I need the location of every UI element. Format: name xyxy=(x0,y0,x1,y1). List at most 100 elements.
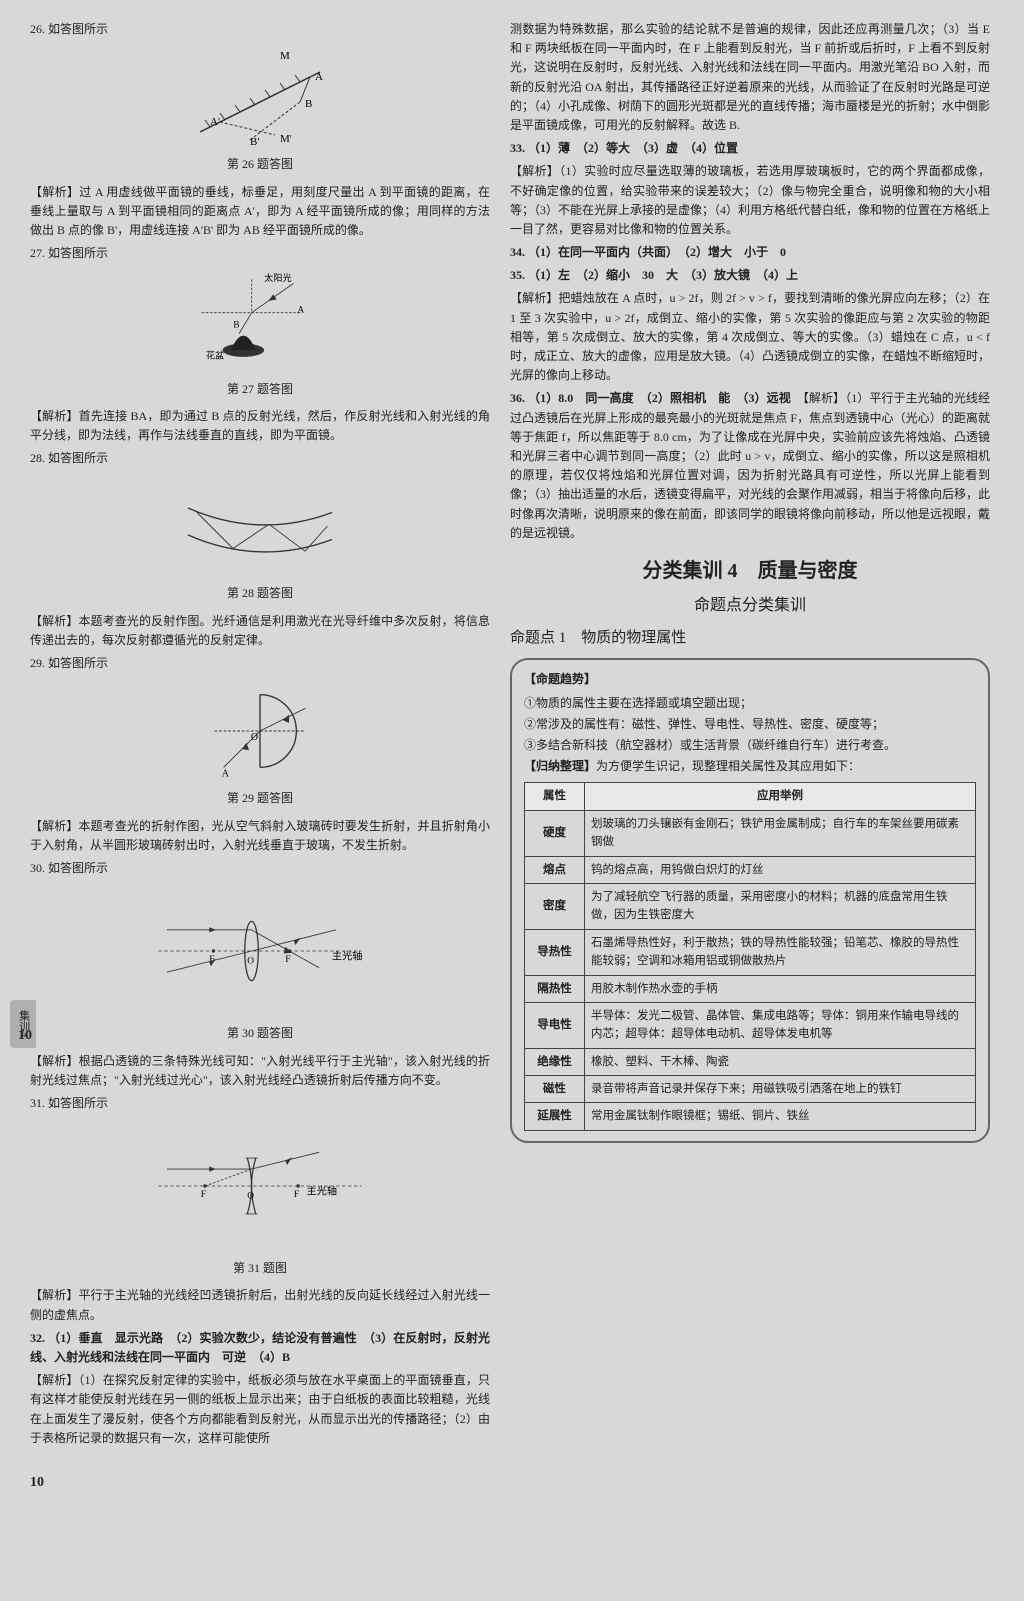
right-column: 测数据为特殊数据，那么实验的结论就不是普遍的规律，因此还应再测量几次；（3）当 … xyxy=(510,20,990,1452)
q28-svg xyxy=(170,476,350,576)
side-page-number: 10 xyxy=(18,1025,32,1047)
q36-title: 36. （1）8.0 同一高度 （2）照相机 能 （3）远视 【解析】（1）平行… xyxy=(510,389,990,543)
q26-title: 26. 如答图所示 xyxy=(30,20,490,39)
table-header-row: 属性 应用举例 xyxy=(525,783,976,810)
svg-text:B: B xyxy=(233,320,239,330)
svg-text:O: O xyxy=(247,957,254,967)
svg-text:O: O xyxy=(247,1192,254,1202)
q33-title: 33. （1）薄 （2）等大 （3）虚 （4）位置 xyxy=(510,139,990,158)
svg-text:F: F xyxy=(294,1190,299,1200)
q29-title: 29. 如答图所示 xyxy=(30,654,490,673)
table-row: 隔热性用胶木制作热水壶的手柄 xyxy=(525,975,976,1002)
q31-analysis: 【解析】平行于主光轴的光线经凹透镜折射后，出射光线的反向延长线经过入射光线一侧的… xyxy=(30,1286,490,1324)
header-attr: 属性 xyxy=(525,783,585,810)
table-row: 密度为了减轻航空飞行器的质量，采用密度小的材料；机器的底盘常用生铁做，因为生铁密… xyxy=(525,883,976,929)
trend-item: ①物质的属性主要在选择题或填空题出现； xyxy=(524,694,976,713)
analysis-label: 【解析】 xyxy=(803,391,845,405)
svg-text:M: M xyxy=(280,50,290,62)
q31-figure: F F O 主光轴 第 31 题图 xyxy=(30,1121,490,1278)
header-example: 应用举例 xyxy=(585,783,976,810)
q29-analysis: 【解析】本题考查光的折射作图，光从空气斜射入玻璃砖时要发生折射，并且折射角小于入… xyxy=(30,817,490,855)
trend-item: ②常涉及的属性有：磁性、弹性、导电性、导热性、密度、硬度等； xyxy=(524,715,976,734)
svg-text:太阳光: 太阳光 xyxy=(264,272,291,283)
analysis-text: （1）平行于主光轴的光线经过凸透镜后在光屏上形成的最亮最小的光斑就是焦点 F，焦… xyxy=(510,391,990,539)
section-sub-title: 命题点分类集训 xyxy=(510,593,990,619)
analysis-text: 本题考查光的折射作图，光从空气斜射入玻璃砖时要发生折射，并且折射角小于入射角，从… xyxy=(30,819,490,852)
table-body: 硬度划玻璃的刀头镶嵌有金刚石；铁铲用金属制成；自行车的车架丝要用碳素钢做熔点钨的… xyxy=(525,810,976,1130)
svg-text:B': B' xyxy=(250,136,259,147)
q28-title: 28. 如答图所示 xyxy=(30,449,490,468)
attr-cell: 导热性 xyxy=(525,929,585,975)
page-container: 26. 如答图所示 M A B A' M' B' xyxy=(30,20,994,1452)
svg-text:A: A xyxy=(222,769,230,780)
q32-analysis: 【解析】（1）在探究反射定律的实验中，纸板必须与放在水平桌面上的平面镜垂直，只有… xyxy=(30,1371,490,1448)
svg-text:主光轴: 主光轴 xyxy=(307,1185,337,1198)
svg-text:A': A' xyxy=(210,116,220,128)
table-row: 熔点钨的熔点高，用钨做白炽灯的灯丝 xyxy=(525,856,976,883)
table-row: 绝缘性橡胶、塑料、干木棒、陶瓷 xyxy=(525,1048,976,1075)
table-row: 延展性常用金属钛制作眼镜框；锡纸、铜片、铁丝 xyxy=(525,1103,976,1130)
q31-svg: F F O 主光轴 xyxy=(150,1121,370,1251)
analysis-label: 【解析】 xyxy=(510,164,559,178)
analysis-text: （1）在探究反射定律的实验中，纸板必须与放在水平桌面上的平面镜垂直，只有这样才能… xyxy=(30,1373,490,1445)
summary-label: 【归纳整理】为方便学生识记，现整理相关属性及其应用如下： xyxy=(524,757,976,776)
q34-title: 34. （1）在同一平面内（共面） （2）增大 小于 0 xyxy=(510,243,990,262)
svg-text:主光轴: 主光轴 xyxy=(332,950,362,963)
q29-caption: 第 29 题答图 xyxy=(30,789,490,808)
q33-analysis: 【解析】（1）实验时应尽量选取薄的玻璃板，若选用厚玻璃板时，它的两个界面都成像，… xyxy=(510,162,990,239)
q30-title: 30. 如答图所示 xyxy=(30,859,490,878)
svg-text:M': M' xyxy=(280,133,292,145)
example-cell: 划玻璃的刀头镶嵌有金刚石；铁铲用金属制成；自行车的车架丝要用碳素钢做 xyxy=(585,810,976,856)
table-row: 硬度划玻璃的刀头镶嵌有金刚石；铁铲用金属制成；自行车的车架丝要用碳素钢做 xyxy=(525,810,976,856)
q29-figure: O A 第 29 题答图 xyxy=(30,681,490,808)
q27-caption: 第 27 题答图 xyxy=(30,380,490,399)
attr-cell: 绝缘性 xyxy=(525,1048,585,1075)
analysis-label: 【解析】 xyxy=(30,1288,78,1302)
analysis-label: 【解析】 xyxy=(30,409,79,423)
example-cell: 录音带将声音记录并保存下来；用磁铁吸引洒落在地上的铁钉 xyxy=(585,1076,976,1103)
svg-text:O: O xyxy=(251,732,258,743)
svg-text:B: B xyxy=(305,98,312,110)
analysis-label: 【解析】 xyxy=(510,291,558,305)
analysis-label: 【解析】 xyxy=(30,1373,78,1387)
section-main-title: 分类集训 4 质量与密度 xyxy=(510,555,990,587)
left-column: 26. 如答图所示 M A B A' M' B' xyxy=(30,20,490,1452)
topic-title: 命题点 1 物质的物理属性 xyxy=(510,626,990,650)
example-cell: 为了减轻航空飞行器的质量，采用密度小的材料；机器的底盘常用生铁做，因为生铁密度大 xyxy=(585,883,976,929)
q35-analysis: 【解析】把蜡烛放在 A 点时，u > 2f，则 2f > v > f，要找到清晰… xyxy=(510,289,990,385)
table-row: 导热性石墨烯导热性好，利于散热；铁的导热性能较强；铅笔芯、橡胶的导热性能较弱；空… xyxy=(525,929,976,975)
q26-analysis: 【解析】过 A 用虚线做平面镜的垂线，标垂足，用刻度尺量出 A 到平面镜的距离，… xyxy=(30,183,490,241)
attr-cell: 熔点 xyxy=(525,856,585,883)
q26-caption: 第 26 题答图 xyxy=(30,155,490,174)
analysis-text: 首先连接 BA，即为通过 B 点的反射光线，然后，作反射光线和入射光线的角平分线… xyxy=(30,409,490,442)
example-cell: 橡胶、塑料、干木棒、陶瓷 xyxy=(585,1048,976,1075)
analysis-label: 【解析】 xyxy=(30,819,78,833)
example-cell: 常用金属钛制作眼镜框；锡纸、铜片、铁丝 xyxy=(585,1103,976,1130)
q27-title: 27. 如答图所示 xyxy=(30,244,490,263)
analysis-text: 本题考查光的反射作图。光纤通信是利用激光在光导纤维中多次反射，将信息传递出去的，… xyxy=(30,614,490,647)
footer-page-number: 10 xyxy=(30,1472,994,1494)
q32-title: 32. （1）垂直 显示光路 （2）实验次数少，结论没有普遍性 （3）在反射时，… xyxy=(30,1329,490,1367)
example-cell: 钨的熔点高，用钨做白炽灯的灯丝 xyxy=(585,856,976,883)
q27-svg: 太阳光 A B 花盆 xyxy=(170,271,350,371)
q30-analysis: 【解析】根据凸透镜的三条特殊光线可知："入射光线平行于主光轴"，该入射光线的折射… xyxy=(30,1052,490,1090)
analysis-text: 根据凸透镜的三条特殊光线可知："入射光线平行于主光轴"，该入射光线的折射光线过焦… xyxy=(30,1054,490,1087)
analysis-text: 过 A 用虚线做平面镜的垂线，标垂足，用刻度尺量出 A 到平面镜的距离，在垂线上… xyxy=(30,185,490,237)
svg-text:F: F xyxy=(285,955,290,965)
example-cell: 用胶木制作热水壶的手柄 xyxy=(585,975,976,1002)
continuation-text: 测数据为特殊数据，那么实验的结论就不是普遍的规律，因此还应再测量几次；（3）当 … xyxy=(510,20,990,135)
q27-analysis: 【解析】首先连接 BA，即为通过 B 点的反射光线，然后，作反射光线和入射光线的… xyxy=(30,407,490,445)
trend-item: ③多结合新科技（航空器材）或生活背景（碳纤维自行车）进行考查。 xyxy=(524,736,976,755)
svg-text:A: A xyxy=(298,305,305,315)
q26-svg: M A B A' M' B' xyxy=(170,47,350,147)
table-row: 导电性半导体：发光二极管、晶体管、集成电路等；导体：铜用来作输电导线的内芯；超导… xyxy=(525,1002,976,1048)
q30-svg: F F O 主光轴 xyxy=(150,886,370,1016)
analysis-label: 【解析】 xyxy=(30,1054,79,1068)
q35-title: 35. （1）左 （2）缩小 30 大 （3）放大镜 （4）上 xyxy=(510,266,990,285)
analysis-text: （1）实验时应尽量选取薄的玻璃板，若选用厚玻璃板时，它的两个界面都成像，不好确定… xyxy=(510,164,990,236)
example-cell: 半导体：发光二极管、晶体管、集成电路等；导体：铜用来作输电导线的内芯；超导体：超… xyxy=(585,1002,976,1048)
example-cell: 石墨烯导热性好，利于散热；铁的导热性能较强；铅笔芯、橡胶的导热性能较弱；空调和冰… xyxy=(585,929,976,975)
attr-cell: 隔热性 xyxy=(525,975,585,1002)
attr-cell: 延展性 xyxy=(525,1103,585,1130)
analysis-label: 【解析】 xyxy=(30,614,78,628)
